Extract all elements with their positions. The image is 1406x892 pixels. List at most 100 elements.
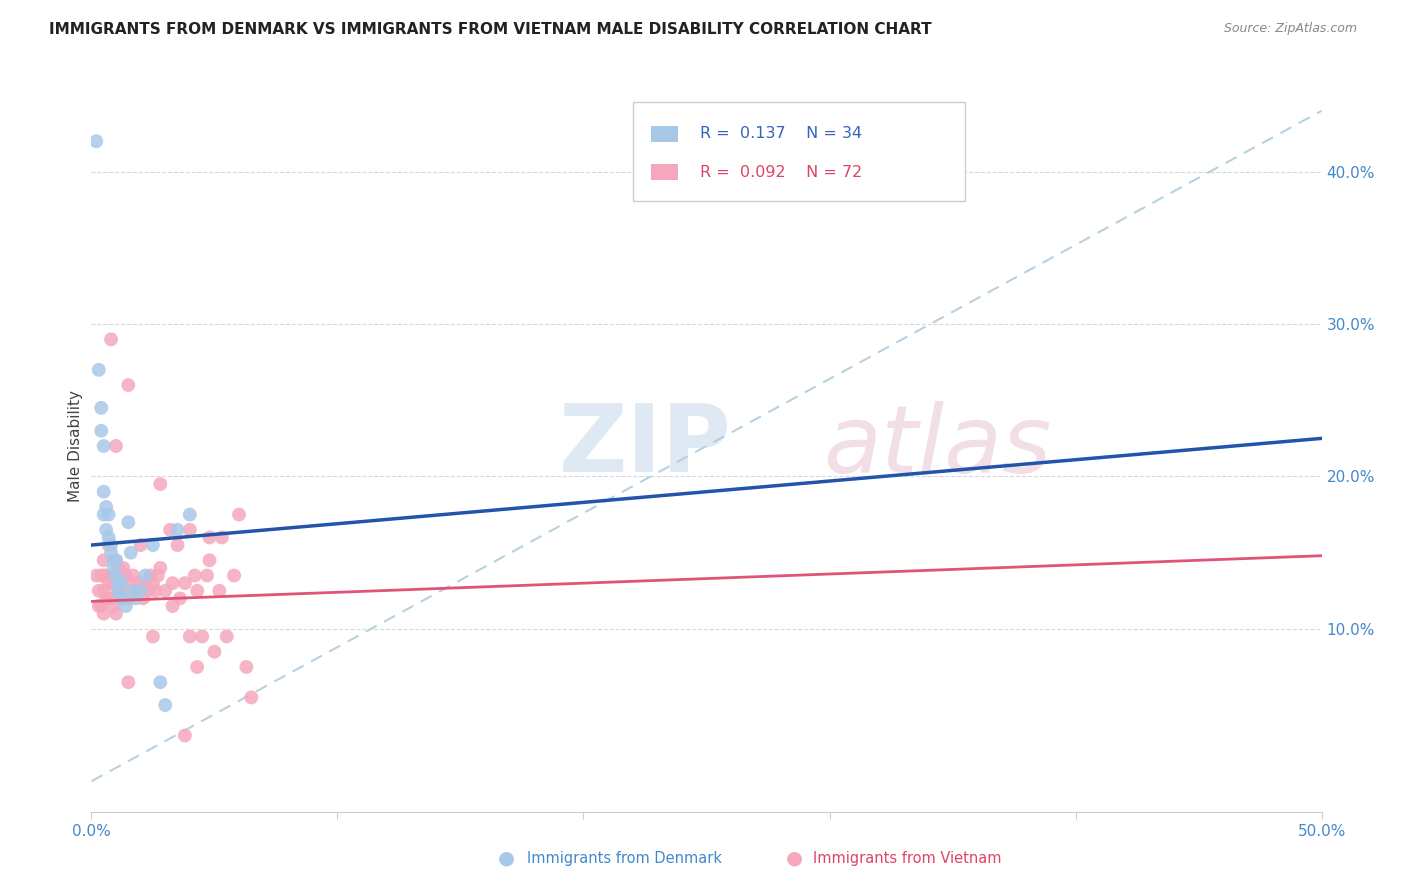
Point <box>183 568 207 582</box>
Point <box>86 134 108 148</box>
Point <box>105 439 127 453</box>
Point <box>135 568 156 582</box>
Point <box>166 523 188 537</box>
Point <box>105 553 127 567</box>
Point <box>100 538 122 552</box>
Text: R =  0.137    N = 34: R = 0.137 N = 34 <box>700 126 862 141</box>
Point <box>117 591 139 606</box>
Point <box>179 630 201 644</box>
FancyBboxPatch shape <box>633 103 965 201</box>
Text: R =  0.092    N = 72: R = 0.092 N = 72 <box>700 165 863 180</box>
Point <box>132 591 155 606</box>
Point <box>90 424 112 438</box>
Point <box>145 583 166 598</box>
Point <box>105 568 127 582</box>
FancyBboxPatch shape <box>651 126 678 142</box>
Point <box>112 561 135 575</box>
Point <box>96 591 117 606</box>
Point <box>174 729 197 743</box>
Point <box>120 576 142 591</box>
Point <box>240 690 263 705</box>
Point <box>142 630 165 644</box>
Point <box>117 378 139 392</box>
Point <box>153 583 177 598</box>
Point <box>162 576 184 591</box>
Point <box>179 523 201 537</box>
Point <box>87 583 110 598</box>
Point <box>96 568 117 582</box>
Point <box>93 508 115 522</box>
Point <box>96 523 117 537</box>
Point <box>129 538 152 552</box>
Point <box>97 530 120 544</box>
Point <box>208 583 231 598</box>
Text: ZIP: ZIP <box>558 400 731 492</box>
Point <box>222 568 246 582</box>
Point <box>142 538 165 552</box>
Point <box>110 591 132 606</box>
Point <box>186 583 208 598</box>
Point <box>139 568 162 582</box>
Point <box>179 508 201 522</box>
Point <box>87 363 110 377</box>
Point <box>228 508 250 522</box>
Point <box>149 477 172 491</box>
Point <box>122 583 145 598</box>
Text: IMMIGRANTS FROM DENMARK VS IMMIGRANTS FROM VIETNAM MALE DISABILITY CORRELATION C: IMMIGRANTS FROM DENMARK VS IMMIGRANTS FR… <box>49 22 932 37</box>
Point <box>124 583 146 598</box>
Point <box>110 568 132 582</box>
Point <box>235 660 257 674</box>
Point <box>114 568 138 582</box>
Point <box>86 568 108 582</box>
Point <box>174 576 197 591</box>
Point <box>100 591 122 606</box>
Point <box>87 599 110 613</box>
Point <box>97 591 120 606</box>
Text: atlas: atlas <box>824 401 1052 491</box>
Point <box>93 568 115 582</box>
Point <box>142 576 165 591</box>
Point <box>93 484 115 499</box>
Point <box>129 583 152 598</box>
Point <box>124 591 146 606</box>
Point <box>110 576 132 591</box>
Point <box>186 660 208 674</box>
Point <box>198 553 221 567</box>
Point <box>97 538 120 552</box>
Point <box>117 675 139 690</box>
Point <box>198 530 221 544</box>
Point <box>103 599 125 613</box>
Point <box>97 508 120 522</box>
Point <box>202 645 225 659</box>
Point <box>93 439 115 453</box>
Point <box>100 546 122 560</box>
Point <box>191 630 214 644</box>
Point <box>215 630 238 644</box>
FancyBboxPatch shape <box>651 164 678 180</box>
Point <box>107 576 129 591</box>
Point <box>153 698 177 712</box>
Point <box>105 553 127 567</box>
Point <box>146 568 169 582</box>
Point <box>112 583 135 598</box>
Point <box>135 576 156 591</box>
Point <box>97 576 120 591</box>
Text: Immigrants from Vietnam: Immigrants from Vietnam <box>813 851 1001 865</box>
Point <box>103 561 125 575</box>
Point <box>166 538 188 552</box>
Point <box>90 401 112 415</box>
Point <box>149 675 172 690</box>
Point <box>195 568 218 582</box>
Point <box>127 576 149 591</box>
Point <box>105 568 127 582</box>
Point <box>107 561 129 575</box>
Point <box>211 530 233 544</box>
Point <box>93 607 115 621</box>
Point <box>100 332 122 346</box>
Text: ●: ● <box>786 848 803 868</box>
Point <box>169 591 191 606</box>
Text: Immigrants from Denmark: Immigrants from Denmark <box>527 851 723 865</box>
Point <box>114 599 138 613</box>
Point <box>103 576 125 591</box>
Point <box>159 523 181 537</box>
